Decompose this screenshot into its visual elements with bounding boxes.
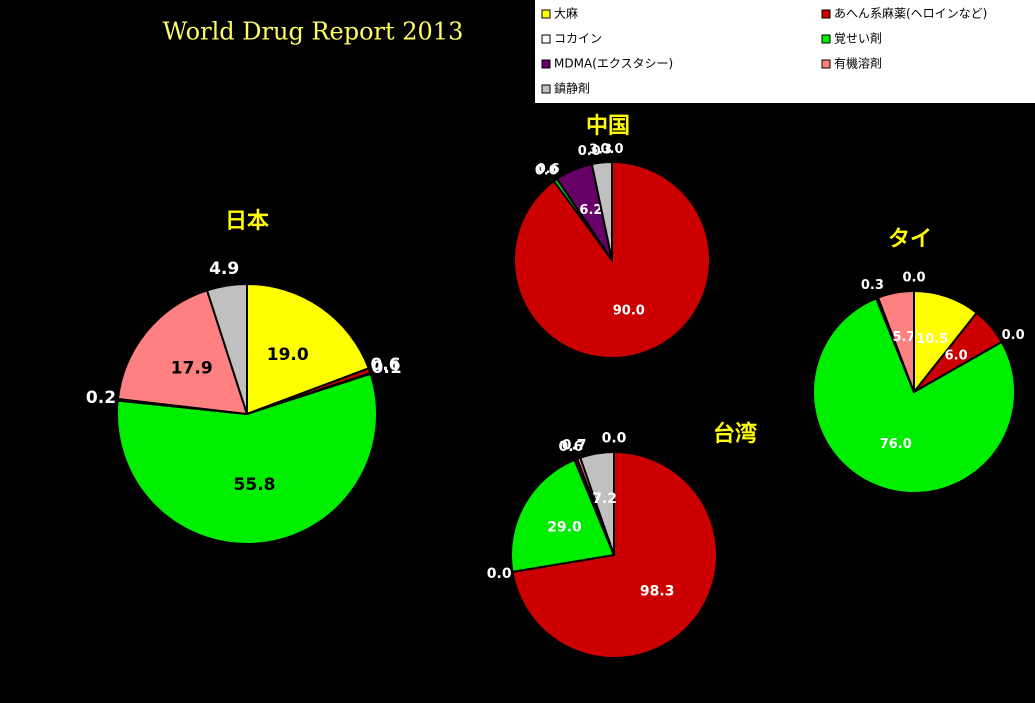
data-label: 19.0 — [267, 345, 309, 365]
pie-slice — [812, 297, 1016, 494]
data-label: 0.0 — [600, 142, 623, 157]
pie-slice — [510, 458, 616, 573]
pie-title: タイ — [888, 227, 932, 252]
legend-swatch — [541, 9, 551, 19]
pie-slice — [116, 289, 249, 416]
data-label: 90.0 — [613, 304, 645, 319]
legend-swatch — [541, 84, 551, 94]
data-label: 5.7 — [892, 330, 915, 345]
data-label: 0.2 — [86, 388, 116, 408]
data-label: 7.2 — [592, 491, 617, 507]
pie-title: 日本 — [225, 209, 269, 234]
legend-label: 大麻 — [554, 6, 578, 21]
data-label: 98.3 — [640, 584, 675, 600]
data-label: 0.1 — [372, 358, 402, 378]
data-label: 0.3 — [861, 278, 884, 293]
data-label: 0.0 — [1002, 328, 1025, 343]
data-label: 29.0 — [547, 520, 582, 536]
pie-title: 中国 — [586, 114, 630, 139]
legend-label: 有機溶剤 — [834, 56, 882, 71]
data-label: 76.0 — [880, 437, 912, 452]
data-label: 55.8 — [234, 475, 276, 495]
legend-box — [535, 0, 1035, 103]
data-label: 0.0 — [602, 431, 627, 447]
pie-slice — [205, 282, 248, 415]
chart-title: World Drug Report 2013 — [163, 18, 464, 46]
data-label: 3.3 — [589, 142, 612, 157]
data-label: 4.9 — [209, 259, 239, 279]
data-label: 0.0 — [902, 270, 925, 285]
pie-slice — [913, 289, 979, 395]
data-label: 0.6 — [537, 162, 560, 177]
data-label: 0.0 — [578, 144, 601, 159]
data-label: 0.6 — [370, 355, 400, 375]
legend-swatch — [541, 59, 551, 69]
legend-swatch — [821, 34, 831, 44]
data-label: 17.9 — [171, 359, 213, 379]
legend-label: 覚せい剤 — [834, 31, 882, 46]
pie-title: 台湾 — [713, 421, 757, 447]
legend-label: コカイン — [554, 32, 602, 46]
pie-slice — [246, 282, 371, 416]
pie-slice — [579, 450, 615, 556]
legend-swatch — [821, 59, 831, 69]
data-label: 6.2 — [579, 203, 602, 218]
legend-swatch — [821, 9, 831, 19]
legend-label: あへん系麻薬(ヘロインなど) — [834, 6, 987, 21]
data-label: 0.0 — [487, 566, 512, 582]
data-label: 6.0 — [945, 348, 968, 363]
data-label: 0.7 — [562, 438, 587, 454]
legend-label: MDMA(エクスタシー) — [554, 57, 673, 71]
pie-slice — [590, 160, 613, 261]
data-label: 0.6 — [558, 439, 583, 455]
data-label: 10.5 — [916, 332, 948, 347]
data-label: 0.0 — [535, 163, 558, 178]
legend-label: 鎮静剤 — [554, 81, 590, 96]
legend-swatch — [541, 34, 551, 44]
pie-slice — [116, 372, 378, 546]
